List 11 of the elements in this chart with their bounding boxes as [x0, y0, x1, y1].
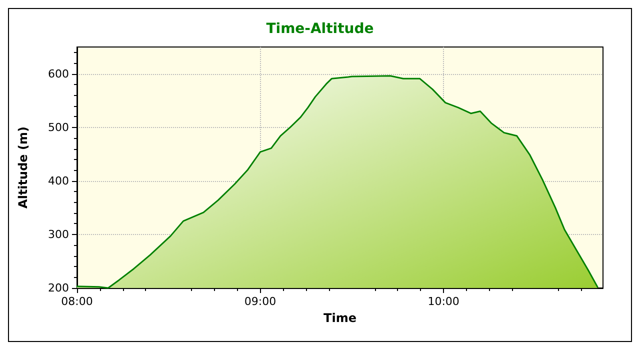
x-axis-title: Time — [324, 311, 356, 325]
chart-title: Time-Altitude — [266, 21, 374, 37]
x-tick-label: 08:00 — [61, 295, 93, 308]
y-tick-label: 600 — [48, 67, 69, 80]
y-tick-label: 300 — [48, 228, 69, 241]
x-tick-label: 09:00 — [244, 295, 276, 308]
x-tick-label: 10:00 — [428, 295, 460, 308]
y-axis-title: Altitude (m) — [16, 126, 30, 208]
y-tick-label: 500 — [48, 120, 69, 134]
y-tick-label: 400 — [48, 174, 69, 188]
y-tick-label: 200 — [48, 282, 69, 294]
